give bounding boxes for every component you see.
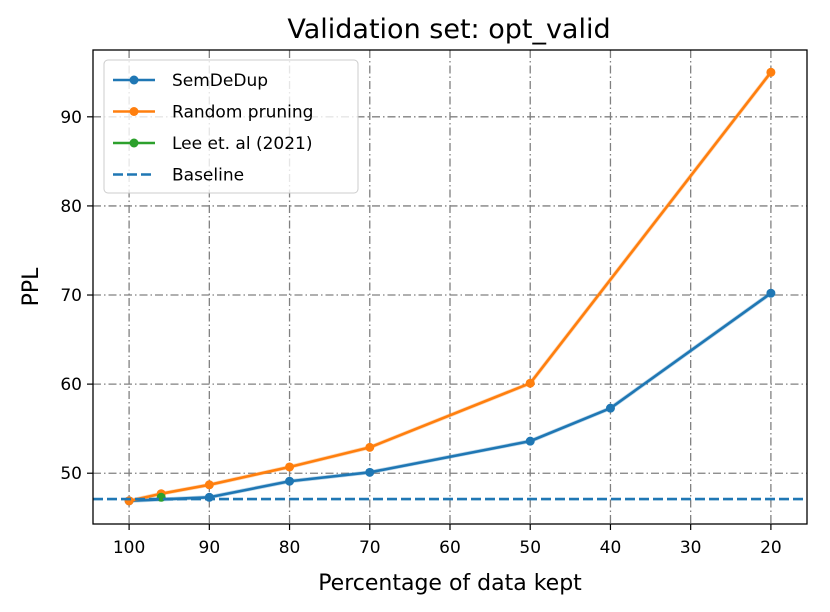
y-axis-label: PPL xyxy=(19,267,44,307)
x-tick-label: 50 xyxy=(519,538,541,558)
semdedup-point xyxy=(605,403,615,413)
semdedup-point xyxy=(365,467,375,477)
y-tick-label: 60 xyxy=(60,375,82,395)
x-tick-label: 70 xyxy=(359,538,381,558)
y-tick-label: 70 xyxy=(60,286,82,306)
plot-series xyxy=(93,67,807,506)
legend-label-baseline: Baseline xyxy=(172,166,244,186)
random-pruning-point xyxy=(525,378,535,388)
random-pruning-point xyxy=(204,480,214,490)
y-tick-label: 50 xyxy=(60,464,82,484)
x-tick-label: 30 xyxy=(680,538,702,558)
lee-et-al-2021-point xyxy=(156,492,166,502)
legend-label-semdedup: SemDeDup xyxy=(172,71,268,91)
random-pruning-point xyxy=(766,67,776,77)
x-tick-label: 20 xyxy=(760,538,782,558)
x-tick-label: 60 xyxy=(439,538,461,558)
x-axis-label: Percentage of data kept xyxy=(318,571,582,596)
random-pruning-point xyxy=(365,442,375,452)
legend-marker-random-pruning xyxy=(129,107,139,116)
legend: SemDeDup Random pruning Lee et. al (2021) B… xyxy=(103,59,359,194)
legend-marker-lee-et-al-2021 xyxy=(129,138,139,148)
random-pruning-point xyxy=(285,462,295,472)
ticks: 100 90 80 70 60 50 40 30 20 50 60 70 80 90 xyxy=(60,108,781,558)
semdedup-point xyxy=(525,436,535,446)
x-tick-label: 40 xyxy=(600,538,622,558)
legend-marker-semdedup xyxy=(129,75,139,85)
y-tick-label: 80 xyxy=(60,197,82,217)
semdedup-point xyxy=(285,476,295,486)
y-tick-label: 90 xyxy=(60,108,82,128)
legend-label-lee-et-al-2021: Lee et. al (2021) xyxy=(172,134,313,154)
semdedup-point xyxy=(204,492,214,502)
legend-box xyxy=(103,59,359,194)
x-tick-label: 100 xyxy=(113,538,145,558)
x-tick-label: 90 xyxy=(199,538,221,558)
random-pruning-point xyxy=(124,496,134,506)
legend-label-random-pruning: Random pruning xyxy=(172,103,313,123)
x-tick-label: 80 xyxy=(279,538,301,558)
chart-title: Validation set: opt_valid xyxy=(287,14,610,45)
semdedup-point xyxy=(766,288,776,298)
